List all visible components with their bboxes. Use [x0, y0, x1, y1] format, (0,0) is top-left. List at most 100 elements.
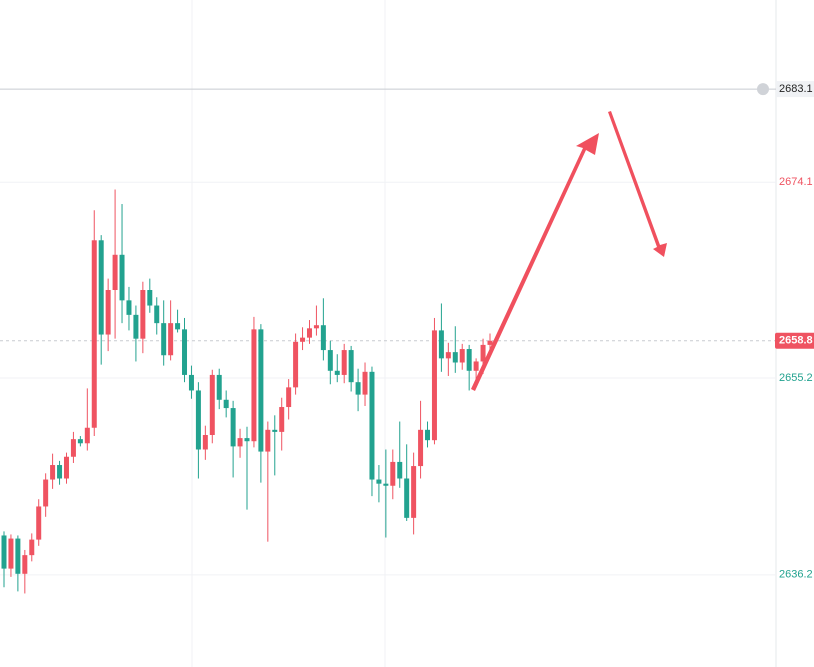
candle [84, 388, 90, 451]
candle-body [188, 374, 194, 391]
candle [216, 368, 222, 410]
candle [91, 210, 97, 437]
candle-body [265, 429, 271, 452]
candle [230, 400, 236, 478]
candle-body [251, 329, 257, 442]
candle-body [168, 323, 174, 356]
last-price-tag [775, 332, 814, 349]
candle-body [438, 330, 444, 359]
candle-body [473, 361, 479, 371]
candle-body [397, 461, 403, 479]
bell-icon [757, 83, 769, 96]
candle [425, 421, 431, 448]
candle [306, 320, 312, 344]
candle [418, 400, 424, 479]
arrow-down [608, 111, 667, 257]
candle-body [98, 240, 104, 335]
candle-body [244, 438, 250, 442]
candle [195, 382, 201, 479]
candle [376, 465, 382, 503]
candle [272, 415, 278, 476]
candle-body [487, 340, 493, 345]
candle-body [300, 337, 306, 342]
arrow-up [471, 133, 599, 391]
candle-body [355, 382, 361, 395]
candle [188, 365, 194, 399]
candle-body [237, 438, 243, 447]
candle [133, 305, 139, 362]
candle-body [36, 506, 42, 540]
candle-body [147, 290, 153, 306]
candle [8, 534, 14, 577]
candle-body [140, 290, 146, 339]
candle-body [369, 371, 375, 480]
candle-body [209, 374, 215, 435]
candle-body [182, 329, 188, 375]
candle [369, 366, 375, 497]
candle-body [223, 399, 229, 409]
candle-body [404, 478, 410, 518]
candle [320, 298, 326, 361]
candle-body [362, 371, 368, 395]
candle [70, 431, 76, 463]
candle-body [390, 461, 396, 486]
candle [22, 549, 28, 594]
candle-body [286, 387, 292, 408]
candle-body [63, 456, 69, 479]
candle [168, 300, 174, 361]
candle [459, 343, 465, 370]
alert-tag [776, 81, 814, 98]
candle [77, 436, 83, 447]
candle-body [29, 539, 35, 556]
y-tick-label: 2655.2 [779, 372, 813, 384]
candle-body [70, 439, 76, 457]
candle [209, 369, 215, 444]
candle-body [133, 314, 139, 339]
candle [362, 362, 368, 406]
candle-body [112, 254, 118, 290]
candle [383, 449, 389, 538]
candle-body [216, 374, 222, 400]
candle [140, 281, 146, 354]
candle [237, 428, 243, 458]
candle-body [313, 325, 319, 329]
candle-body [202, 435, 208, 450]
candle [341, 343, 347, 384]
candle [57, 460, 63, 485]
candle [334, 354, 340, 383]
candle-body [272, 429, 278, 432]
candle-body [320, 325, 326, 351]
candle [154, 297, 160, 335]
candle-body [452, 352, 458, 363]
candle [223, 390, 229, 418]
candle-body [376, 479, 382, 484]
candle [300, 327, 306, 351]
candle-body [445, 352, 451, 359]
candle [348, 345, 354, 392]
candle-body [327, 350, 333, 371]
candle-body [334, 370, 340, 375]
arrows [471, 111, 667, 391]
candle-body [154, 305, 160, 324]
candle [202, 425, 208, 460]
candle-body [279, 407, 285, 432]
candle-body [418, 429, 424, 467]
candle [313, 305, 319, 336]
candle-body [411, 466, 417, 518]
candle [431, 317, 437, 445]
candle [147, 278, 153, 313]
candle-body [161, 323, 167, 356]
candle-body [43, 479, 49, 507]
candle-body [195, 390, 201, 450]
candle-body [126, 300, 132, 315]
candle [119, 204, 125, 324]
candle-body [1, 535, 7, 569]
candle [390, 449, 396, 500]
candle-body [15, 538, 21, 574]
candle-body [306, 328, 312, 338]
candle [438, 303, 444, 372]
candle-body [175, 323, 181, 330]
candle-body [383, 483, 389, 486]
candle [452, 326, 458, 373]
